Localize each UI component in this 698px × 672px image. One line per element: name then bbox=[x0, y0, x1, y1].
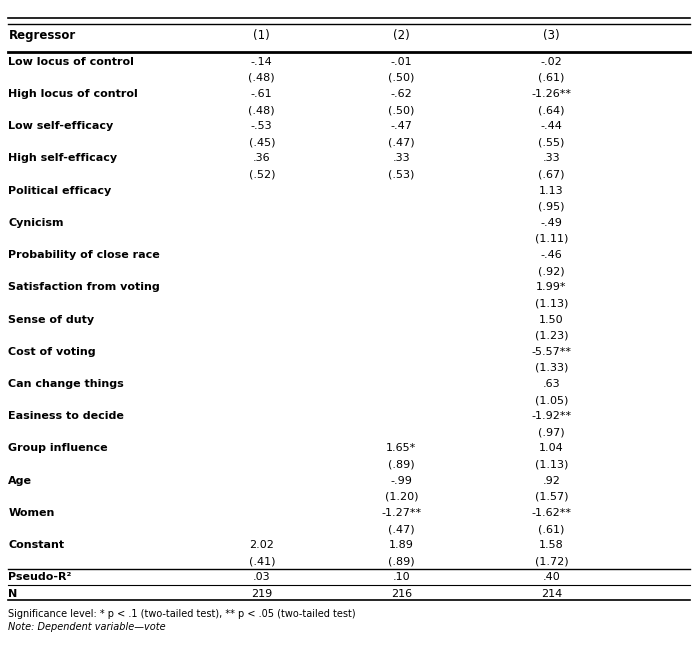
Text: -.49: -.49 bbox=[540, 218, 563, 228]
Text: 1.13: 1.13 bbox=[539, 185, 564, 196]
Text: N: N bbox=[8, 589, 17, 599]
Text: (.48): (.48) bbox=[248, 73, 275, 83]
Text: (.89): (.89) bbox=[388, 556, 415, 566]
Text: Easiness to decide: Easiness to decide bbox=[8, 411, 124, 421]
Text: .63: .63 bbox=[542, 379, 560, 389]
Text: -5.57**: -5.57** bbox=[531, 347, 572, 357]
Text: (.92): (.92) bbox=[538, 266, 565, 276]
Text: (1): (1) bbox=[253, 30, 270, 42]
Text: .33: .33 bbox=[542, 153, 560, 163]
Text: Satisfaction from voting: Satisfaction from voting bbox=[8, 282, 160, 292]
Text: 216: 216 bbox=[391, 589, 412, 599]
Text: (.47): (.47) bbox=[388, 524, 415, 534]
Text: Pseudo-R²: Pseudo-R² bbox=[8, 573, 72, 583]
Text: 1.89: 1.89 bbox=[389, 540, 414, 550]
Text: (1.05): (1.05) bbox=[535, 395, 568, 405]
Text: 1.04: 1.04 bbox=[539, 444, 564, 454]
Text: (.89): (.89) bbox=[388, 460, 415, 470]
Text: (1.13): (1.13) bbox=[535, 298, 568, 308]
Text: (3): (3) bbox=[543, 30, 560, 42]
Text: Sense of duty: Sense of duty bbox=[8, 314, 94, 325]
Text: Probability of close race: Probability of close race bbox=[8, 250, 160, 260]
Text: Cynicism: Cynicism bbox=[8, 218, 64, 228]
Text: (1.13): (1.13) bbox=[535, 460, 568, 470]
Text: -.61: -.61 bbox=[251, 89, 272, 99]
Text: (.53): (.53) bbox=[388, 169, 415, 179]
Text: (1.23): (1.23) bbox=[535, 331, 568, 341]
Text: (.55): (.55) bbox=[538, 137, 565, 147]
Text: 1.58: 1.58 bbox=[539, 540, 564, 550]
Text: -.53: -.53 bbox=[251, 121, 272, 131]
Text: .03: .03 bbox=[253, 573, 271, 583]
Text: Low locus of control: Low locus of control bbox=[8, 56, 134, 67]
Text: -1.62**: -1.62** bbox=[531, 508, 572, 518]
Text: Age: Age bbox=[8, 476, 32, 486]
Text: 219: 219 bbox=[251, 589, 272, 599]
Text: (.41): (.41) bbox=[248, 556, 275, 566]
Text: .10: .10 bbox=[392, 573, 410, 583]
Text: .92: .92 bbox=[542, 476, 560, 486]
Text: Women: Women bbox=[8, 508, 54, 518]
Text: (.45): (.45) bbox=[248, 137, 275, 147]
Text: Political efficacy: Political efficacy bbox=[8, 185, 112, 196]
Text: (.47): (.47) bbox=[388, 137, 415, 147]
Text: (1.57): (1.57) bbox=[535, 492, 568, 502]
Text: Group influence: Group influence bbox=[8, 444, 108, 454]
Text: (.50): (.50) bbox=[388, 105, 415, 115]
Text: -.44: -.44 bbox=[540, 121, 563, 131]
Text: 1.50: 1.50 bbox=[539, 314, 564, 325]
Text: -.02: -.02 bbox=[540, 56, 563, 67]
Text: Cost of voting: Cost of voting bbox=[8, 347, 96, 357]
Text: .40: .40 bbox=[542, 573, 560, 583]
Text: Can change things: Can change things bbox=[8, 379, 124, 389]
Text: (1.72): (1.72) bbox=[535, 556, 568, 566]
Text: Constant: Constant bbox=[8, 540, 64, 550]
Text: -.14: -.14 bbox=[251, 56, 273, 67]
Text: -1.92**: -1.92** bbox=[531, 411, 572, 421]
Text: (.95): (.95) bbox=[538, 202, 565, 212]
Text: (.52): (.52) bbox=[248, 169, 275, 179]
Text: (.50): (.50) bbox=[388, 73, 415, 83]
Text: -.46: -.46 bbox=[540, 250, 563, 260]
Text: High locus of control: High locus of control bbox=[8, 89, 138, 99]
Text: .36: .36 bbox=[253, 153, 271, 163]
Text: Significance level: * p < .1 (two-tailed test), ** p < .05 (two-tailed test): Significance level: * p < .1 (two-tailed… bbox=[8, 609, 356, 619]
Text: Regressor: Regressor bbox=[8, 30, 75, 42]
Text: (.61): (.61) bbox=[538, 73, 565, 83]
Text: 214: 214 bbox=[541, 589, 562, 599]
Text: -1.26**: -1.26** bbox=[531, 89, 572, 99]
Text: .33: .33 bbox=[392, 153, 410, 163]
Text: (1.20): (1.20) bbox=[385, 492, 418, 502]
Text: -.47: -.47 bbox=[390, 121, 413, 131]
Text: (.48): (.48) bbox=[248, 105, 275, 115]
Text: -.62: -.62 bbox=[390, 89, 413, 99]
Text: (.97): (.97) bbox=[538, 427, 565, 437]
Text: 1.65*: 1.65* bbox=[386, 444, 417, 454]
Text: Note: Dependent variable—vote: Note: Dependent variable—vote bbox=[8, 622, 166, 632]
Text: -.01: -.01 bbox=[391, 56, 412, 67]
Text: (1.33): (1.33) bbox=[535, 363, 568, 373]
Text: (1.11): (1.11) bbox=[535, 234, 568, 244]
Text: (.64): (.64) bbox=[538, 105, 565, 115]
Text: -1.27**: -1.27** bbox=[381, 508, 422, 518]
Text: (.61): (.61) bbox=[538, 524, 565, 534]
Text: (.67): (.67) bbox=[538, 169, 565, 179]
Text: 1.99*: 1.99* bbox=[536, 282, 567, 292]
Text: -.99: -.99 bbox=[390, 476, 413, 486]
Text: (2): (2) bbox=[393, 30, 410, 42]
Text: Low self-efficacy: Low self-efficacy bbox=[8, 121, 114, 131]
Text: 2.02: 2.02 bbox=[249, 540, 274, 550]
Text: High self-efficacy: High self-efficacy bbox=[8, 153, 117, 163]
